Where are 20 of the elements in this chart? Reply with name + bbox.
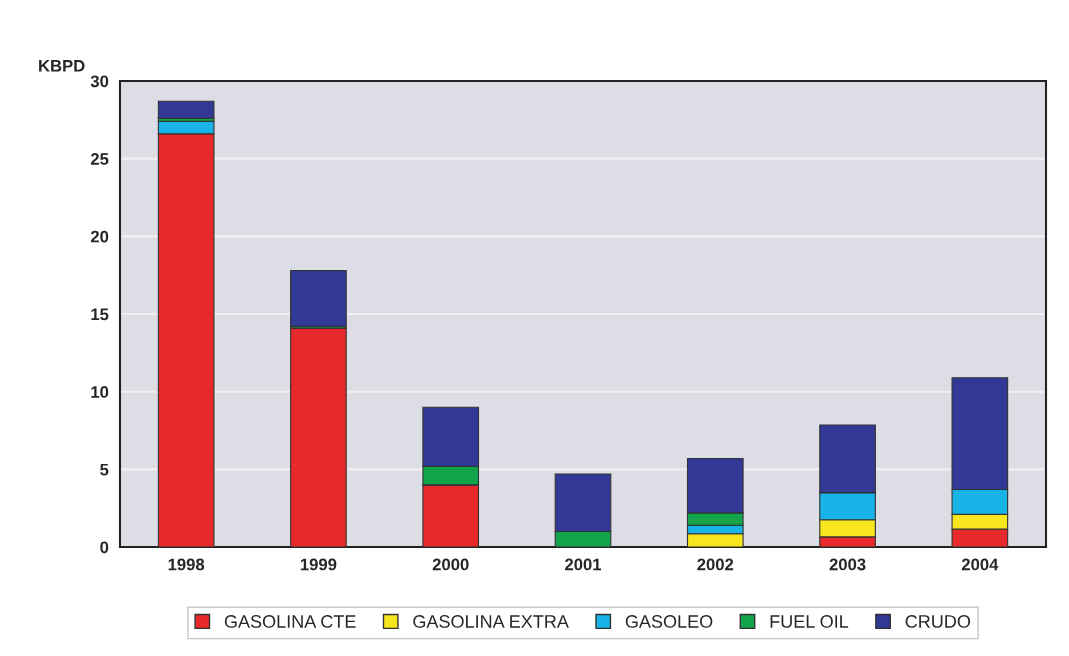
legend-label: GASOLEO	[625, 615, 713, 628]
y-tick-label: 25	[90, 153, 109, 165]
legend-label: FUEL OIL	[770, 615, 849, 628]
x-tick-label: 2003	[829, 558, 866, 571]
x-tick-label: 1999	[300, 558, 337, 571]
y-tick-label: 15	[91, 308, 109, 321]
legend-label: CRUDO	[905, 615, 971, 628]
x-tick-label: 2000	[432, 558, 469, 571]
x-tick-label: 2002	[697, 558, 734, 571]
legend-label: GASOLINA EXTRA	[413, 615, 569, 628]
y-tick-label: 5	[100, 463, 109, 476]
y-axis-title: KBPD	[39, 60, 85, 72]
y-tick-label: 0	[100, 541, 109, 554]
y-tick-label: 20	[90, 230, 109, 243]
x-tick-label: 2004	[961, 558, 999, 571]
x-tick-label: 1998	[168, 558, 205, 571]
y-tick-label: 10	[91, 386, 109, 398]
y-tick-label: 30	[90, 75, 109, 88]
legend-label: GASOLINA CTE	[224, 615, 356, 628]
x-tick-label: 2001	[565, 558, 602, 571]
